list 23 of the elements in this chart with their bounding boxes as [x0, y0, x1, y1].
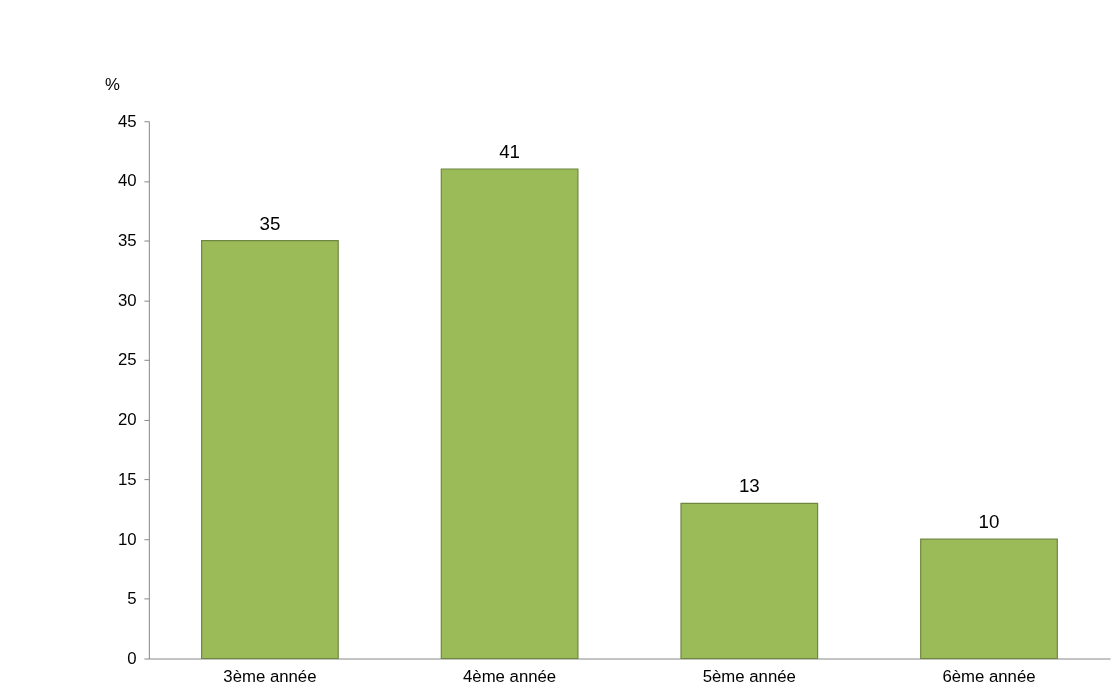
x-tick-label: 3ème année: [223, 666, 317, 686]
y-tick-label: 35: [117, 231, 137, 251]
y-axis-title: %: [104, 75, 120, 95]
y-tick-label: 15: [117, 469, 137, 489]
y-tick-label: 10: [117, 529, 137, 549]
bar: [440, 168, 579, 660]
y-tick-label: 20: [117, 410, 137, 430]
bar: [201, 240, 339, 660]
y-tick-label: 5: [127, 589, 137, 609]
y-tick-label: 45: [117, 111, 137, 131]
y-tick-label: 25: [117, 350, 137, 370]
bar: [920, 538, 1058, 660]
y-tick-label: 30: [117, 290, 137, 310]
data-label: 13: [738, 475, 760, 497]
data-label: 10: [978, 511, 1000, 533]
y-tick-label: 40: [117, 171, 137, 191]
bar: [680, 502, 819, 660]
x-tick-label: 4ème année: [463, 666, 557, 686]
data-label: 41: [499, 141, 521, 163]
x-tick-label: 6ème année: [942, 666, 1036, 686]
y-tick-label: 0: [127, 648, 137, 668]
data-label: 35: [259, 212, 281, 234]
x-tick-label: 5ème année: [702, 666, 796, 686]
